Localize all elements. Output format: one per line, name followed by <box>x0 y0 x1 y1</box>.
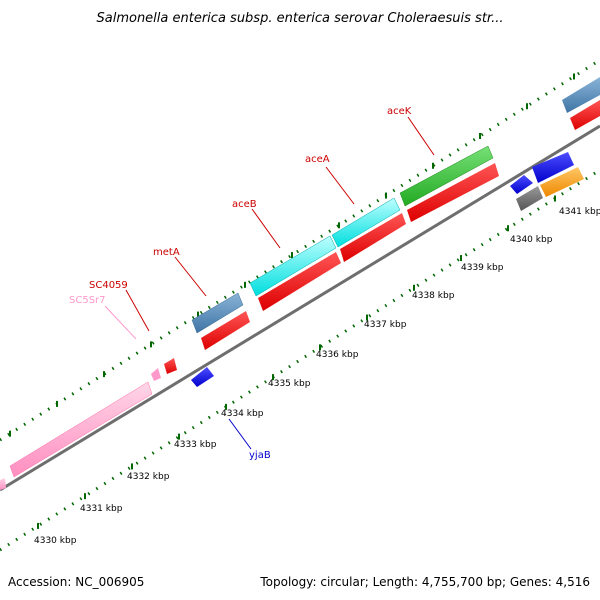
gene-label-meta[interactable]: metA <box>153 247 180 258</box>
accession-label: Accession: NC_006905 <box>8 575 144 589</box>
map-title: Salmonella enterica subsp. enterica sero… <box>97 11 504 26</box>
major-ticks <box>9 73 575 529</box>
feature-cds-red-small[interactable] <box>164 358 177 374</box>
label-leaders <box>104 116 435 450</box>
tick-label: 4331 kbp <box>80 504 123 514</box>
gene-label-sc5sr7[interactable]: SC5Sr7 <box>69 295 106 306</box>
tick-label: 4330 kbp <box>34 536 77 546</box>
feature-cds-blue-1[interactable] <box>510 175 533 194</box>
feature-rna-pink-arrow[interactable] <box>151 368 161 381</box>
tick-label: 4338 kbp <box>412 291 455 301</box>
forward-features <box>0 77 600 490</box>
tick-label: 4339 kbp <box>461 263 504 273</box>
tick-label: 4333 kbp <box>174 440 217 450</box>
feature-cds-red-top[interactable] <box>570 100 600 130</box>
feature-cds-orange[interactable] <box>540 167 584 197</box>
gene-label-aceb[interactable]: aceB <box>232 199 257 210</box>
gene-label-acek[interactable]: aceK <box>387 106 412 117</box>
tick-label: 4332 kbp <box>127 472 170 482</box>
feature-cds-meta[interactable] <box>191 292 244 334</box>
gene-label-acea[interactable]: aceA <box>305 154 330 165</box>
gene-labels: SC5Sr7 SC4059 metA aceB aceA aceK yjaB <box>69 106 412 461</box>
feature-cds-red-1[interactable] <box>201 311 250 350</box>
feature-cds-acea[interactable] <box>331 197 401 248</box>
tick-label: 4334 kbp <box>221 409 264 419</box>
gene-label-yjab[interactable]: yjaB <box>249 450 271 461</box>
genome-backbone <box>0 124 600 492</box>
feature-cds-aceb[interactable] <box>249 235 337 297</box>
feature-cds-gray[interactable] <box>516 186 543 211</box>
feature-cds-steel-top[interactable] <box>562 77 600 113</box>
inner-tick-ring <box>0 168 600 552</box>
tick-labels: 4330 kbp 4331 kbp 4332 kbp 4333 kbp 4334… <box>34 207 600 546</box>
tick-label: 4337 kbp <box>364 320 407 330</box>
feature-rna-pink[interactable] <box>9 381 153 478</box>
feature-cds-acek[interactable] <box>399 145 494 207</box>
tick-label: 4336 kbp <box>316 350 359 360</box>
feature-cds-red-3[interactable] <box>340 213 406 262</box>
gene-label-sc4059[interactable]: SC4059 <box>89 280 128 291</box>
tick-label: 4341 kbp <box>559 207 600 217</box>
reverse-features <box>191 152 584 387</box>
feature-cds-yjab[interactable] <box>191 367 214 387</box>
feature-cds-red-4[interactable] <box>407 163 499 222</box>
topology-label: Topology: circular; Length: 4,755,700 bp… <box>259 575 590 589</box>
feature-cds-red-2[interactable] <box>258 252 341 311</box>
feature-cds-blue-2[interactable] <box>532 152 574 183</box>
tick-label: 4340 kbp <box>510 235 553 245</box>
tick-label: 4335 kbp <box>268 379 311 389</box>
feature-rna-pink-small[interactable] <box>0 478 6 490</box>
